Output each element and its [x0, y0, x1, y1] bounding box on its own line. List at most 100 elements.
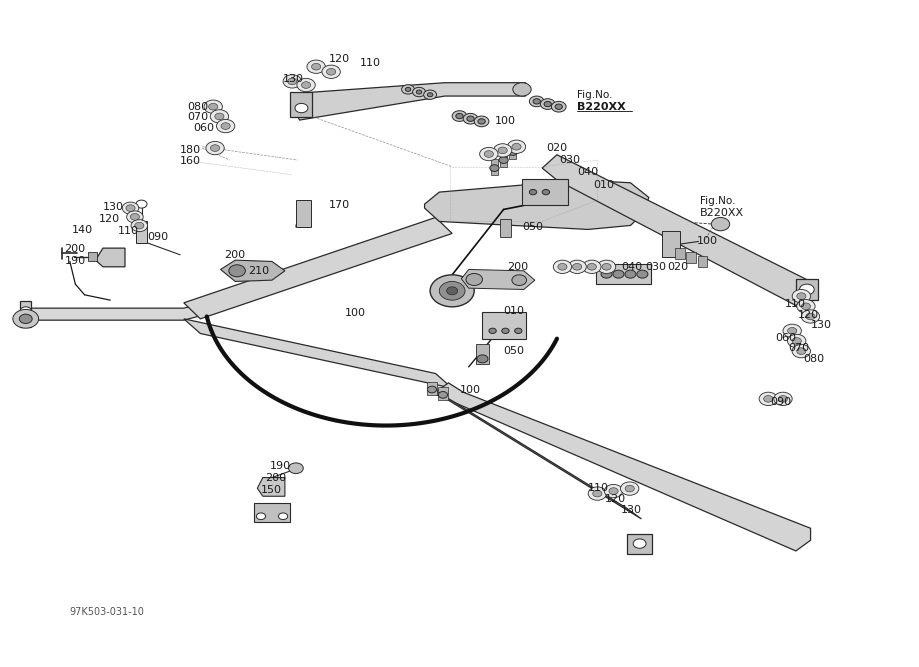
Circle shape [593, 490, 602, 497]
Circle shape [783, 324, 801, 338]
Polygon shape [221, 260, 285, 281]
Circle shape [19, 314, 32, 323]
Bar [662, 231, 680, 257]
Circle shape [620, 482, 639, 496]
Circle shape [210, 145, 220, 151]
Circle shape [480, 147, 498, 161]
Text: 120: 120 [98, 214, 119, 223]
Circle shape [499, 157, 508, 163]
Circle shape [625, 270, 636, 278]
Text: 040: 040 [577, 167, 598, 177]
Circle shape [573, 263, 582, 270]
Text: 160: 160 [180, 157, 201, 166]
Circle shape [127, 211, 143, 223]
Text: 110: 110 [118, 226, 139, 235]
Text: 130: 130 [811, 321, 832, 330]
Circle shape [551, 101, 566, 112]
Circle shape [513, 83, 531, 96]
Circle shape [278, 513, 288, 520]
Circle shape [478, 119, 485, 124]
Circle shape [307, 60, 325, 73]
Circle shape [131, 219, 148, 231]
Circle shape [312, 63, 321, 70]
Bar [500, 151, 507, 167]
Text: 010: 010 [504, 306, 525, 315]
Text: 200: 200 [507, 262, 528, 271]
Bar [482, 312, 526, 339]
Circle shape [542, 189, 550, 195]
Text: 200: 200 [224, 251, 245, 260]
Text: 010: 010 [594, 181, 615, 190]
Circle shape [533, 99, 540, 104]
Circle shape [558, 263, 567, 270]
Circle shape [288, 78, 297, 85]
Circle shape [456, 113, 463, 119]
Bar [675, 248, 685, 259]
Circle shape [792, 344, 811, 358]
Circle shape [289, 463, 303, 474]
Bar [596, 264, 651, 284]
Polygon shape [292, 83, 526, 120]
Bar [438, 387, 448, 400]
Bar [296, 200, 311, 227]
Circle shape [489, 328, 496, 334]
Circle shape [792, 338, 801, 344]
Circle shape [797, 293, 806, 299]
Circle shape [788, 327, 797, 334]
Circle shape [217, 119, 235, 133]
Circle shape [553, 260, 572, 273]
Circle shape [490, 165, 499, 171]
Circle shape [512, 143, 521, 150]
Text: B220XX: B220XX [577, 102, 626, 111]
Text: Fig.No.: Fig.No. [577, 90, 613, 99]
Bar [522, 179, 568, 205]
Text: 120: 120 [605, 494, 626, 504]
Circle shape [427, 93, 433, 97]
Text: 100: 100 [697, 237, 718, 246]
Circle shape [256, 513, 266, 520]
Circle shape [544, 101, 551, 107]
Circle shape [540, 99, 555, 109]
Circle shape [424, 90, 437, 99]
Circle shape [416, 90, 422, 94]
Bar [427, 382, 437, 395]
Text: 080: 080 [187, 102, 209, 111]
Text: 130: 130 [621, 505, 642, 514]
Polygon shape [434, 390, 641, 519]
Polygon shape [96, 248, 125, 267]
Text: 110: 110 [785, 299, 806, 309]
Text: 080: 080 [803, 354, 824, 364]
Text: 020: 020 [546, 143, 567, 153]
Text: 200: 200 [265, 473, 286, 482]
Circle shape [295, 103, 308, 113]
Circle shape [583, 260, 601, 273]
Circle shape [126, 205, 135, 211]
Circle shape [800, 284, 814, 295]
Text: 060: 060 [193, 123, 214, 133]
Text: 130: 130 [103, 202, 124, 211]
Circle shape [413, 87, 425, 97]
Circle shape [405, 87, 411, 91]
Circle shape [301, 81, 311, 88]
Circle shape [20, 316, 31, 324]
Circle shape [326, 69, 335, 75]
Bar [88, 252, 97, 261]
Text: 210: 210 [248, 266, 269, 275]
Circle shape [430, 275, 474, 307]
Circle shape [229, 265, 245, 277]
Circle shape [774, 392, 792, 406]
Circle shape [508, 149, 517, 155]
Text: 200: 200 [64, 245, 85, 254]
Circle shape [463, 113, 478, 124]
Circle shape [498, 147, 507, 153]
Circle shape [130, 213, 140, 220]
Bar [627, 534, 652, 554]
Text: 130: 130 [283, 74, 304, 83]
Text: 100: 100 [345, 309, 366, 318]
Circle shape [601, 270, 612, 278]
Circle shape [512, 275, 527, 285]
Circle shape [759, 392, 777, 406]
Circle shape [477, 355, 488, 363]
Bar [20, 301, 31, 327]
Polygon shape [257, 478, 285, 496]
